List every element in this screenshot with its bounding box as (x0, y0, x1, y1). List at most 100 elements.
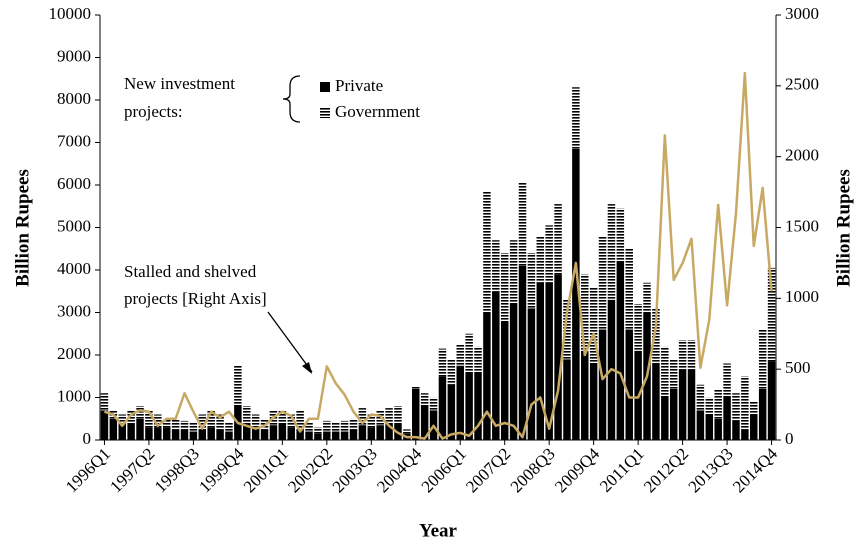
bar-segment (581, 274, 589, 351)
bar-segment (331, 431, 340, 440)
bar-segment (696, 384, 705, 411)
bar-segment (767, 361, 776, 440)
bar-segment (643, 282, 651, 313)
bar-segment (554, 274, 562, 440)
bar-segment (216, 429, 224, 440)
bar-segment (323, 431, 331, 440)
x-tick-label: 2009Q4 (551, 444, 604, 497)
bar-segment (403, 429, 411, 434)
x-tick-label: 2007Q2 (462, 444, 514, 496)
bar-segment (500, 253, 509, 321)
bar-segment (136, 406, 144, 419)
x-tick-label: 1997Q2 (106, 444, 158, 496)
bar-segment (251, 427, 260, 440)
bar-segment (420, 406, 429, 440)
y2-tick-label: 2500 (785, 75, 819, 94)
bar-segment (492, 240, 500, 292)
bar-segment (269, 425, 278, 440)
bar-segment (385, 423, 393, 440)
bar-segment (109, 418, 118, 440)
x-tick-label: 1996Q1 (62, 444, 114, 496)
bar-segment (278, 423, 287, 440)
bar-segment (758, 329, 767, 389)
bar-segment (349, 418, 358, 430)
bar-segment (483, 191, 491, 313)
bar-segment (323, 420, 331, 432)
bar-segment (669, 359, 678, 389)
bar-segment (180, 420, 189, 430)
bar-segment (661, 346, 669, 398)
bar-segment (589, 287, 598, 364)
bar-segment (198, 429, 207, 440)
bar-segment (518, 265, 527, 440)
legend-label: Government (335, 102, 420, 121)
bar-segment (260, 418, 269, 430)
bar-segment (243, 423, 251, 440)
bar-segment (625, 329, 633, 440)
bar-segment (367, 427, 376, 440)
bar-segment (492, 291, 500, 440)
bar-segment (554, 204, 562, 275)
bar-segment (625, 248, 633, 330)
bar-segment (483, 312, 491, 440)
bar-segment (447, 384, 456, 440)
bar-segment (589, 363, 598, 440)
y-tick-label: 4000 (57, 259, 91, 278)
bar-segment (563, 299, 571, 360)
bar-segment (171, 429, 180, 440)
bar-segment (661, 397, 669, 440)
bar-segment (527, 308, 536, 440)
bar-segment (305, 423, 313, 432)
bar-segment (260, 429, 269, 440)
bar-segment (456, 344, 464, 366)
bar-segment (385, 408, 393, 423)
bar-segment (714, 418, 722, 440)
bar-segment (162, 418, 171, 428)
bar-segment (536, 236, 545, 283)
legend-swatch (320, 108, 330, 118)
x-tick-label: 2012Q2 (640, 444, 692, 496)
bar-segment (750, 401, 758, 415)
bar-segment (527, 253, 536, 309)
legend-title: New investment (124, 74, 235, 93)
bar-segment (723, 397, 731, 440)
bar-segment (767, 267, 776, 362)
bar-segment (678, 340, 687, 370)
y-tick-label: 3000 (57, 301, 91, 320)
y2-tick-label: 2000 (785, 146, 819, 165)
y-tick-label: 0 (83, 429, 92, 448)
bar-segment (474, 346, 482, 372)
bar-segment (545, 225, 553, 283)
bar-segment (243, 406, 251, 423)
x-tick-label: 2006Q1 (418, 444, 470, 496)
x-tick-label: 2004Q4 (373, 444, 426, 497)
bar-segment (465, 333, 473, 372)
bar-segment (598, 236, 607, 330)
bar-segment (145, 410, 153, 428)
bar-segment (518, 182, 527, 266)
bar-segment (456, 365, 464, 440)
legend-title: projects: (124, 102, 183, 121)
bar-segment (314, 433, 322, 440)
bar-segment (180, 429, 189, 440)
x-tick-label: 2003Q3 (329, 444, 381, 496)
bar-segment (189, 423, 198, 432)
bar-segment (652, 363, 660, 440)
bar-segment (216, 414, 224, 430)
bar-segment (758, 389, 767, 440)
bar-segment (145, 427, 153, 440)
y2-axis-label: Billion Rupees (833, 169, 854, 287)
x-tick-label: 2008Q3 (507, 444, 559, 496)
bar-segment (100, 393, 109, 411)
bar-segment (741, 376, 749, 430)
bar-segment (750, 414, 758, 440)
bar-segment (678, 369, 687, 440)
y2-tick-label: 1000 (785, 287, 819, 306)
bar-segment (705, 397, 714, 415)
bar-segment (509, 304, 518, 440)
y2-tick-label: 500 (785, 358, 811, 377)
bar-segment (127, 423, 135, 440)
y-tick-label: 2000 (57, 344, 91, 363)
bar-segment (652, 308, 660, 364)
bar-segment (358, 425, 367, 440)
